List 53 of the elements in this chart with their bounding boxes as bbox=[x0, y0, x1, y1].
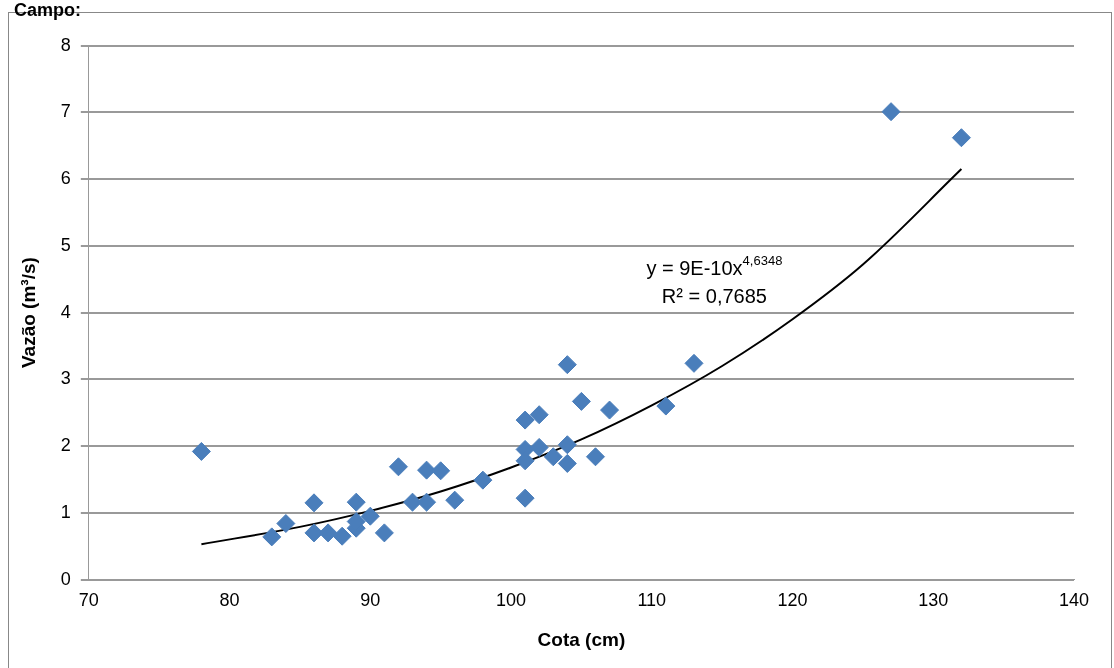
point bbox=[571, 391, 591, 411]
point bbox=[417, 460, 437, 480]
y-tick-label: 4 bbox=[60, 301, 71, 322]
point bbox=[388, 457, 408, 477]
point bbox=[600, 400, 620, 420]
point bbox=[529, 437, 549, 457]
chart-title: Campo: bbox=[14, 0, 81, 20]
point bbox=[557, 453, 577, 473]
y-tick-label: 8 bbox=[60, 34, 71, 55]
point bbox=[684, 353, 704, 373]
point bbox=[431, 461, 451, 481]
x-tick-label: 120 bbox=[777, 590, 808, 611]
point bbox=[304, 493, 324, 513]
y-tick-label: 6 bbox=[60, 168, 71, 189]
point bbox=[262, 527, 282, 547]
point bbox=[515, 488, 535, 508]
x-tick-label: 100 bbox=[496, 590, 527, 611]
point bbox=[304, 523, 324, 543]
point bbox=[881, 102, 901, 122]
x-tick-label: 110 bbox=[637, 590, 667, 611]
point bbox=[417, 492, 437, 512]
y-axis-title: Vazão (m³/s) bbox=[17, 257, 39, 369]
point bbox=[374, 523, 394, 543]
x-tick-label: 130 bbox=[918, 590, 949, 611]
point bbox=[276, 514, 296, 534]
point bbox=[951, 128, 971, 148]
point bbox=[473, 470, 493, 490]
x-axis-title: Cota (cm) bbox=[537, 628, 626, 650]
x-tick-label: 90 bbox=[360, 590, 381, 611]
x-tick-label: 70 bbox=[78, 590, 99, 611]
point bbox=[557, 435, 577, 455]
point bbox=[346, 492, 366, 512]
point bbox=[515, 410, 535, 430]
y-tick-label: 1 bbox=[60, 501, 71, 522]
y-tick-label: 5 bbox=[60, 234, 71, 255]
y-tick-label: 7 bbox=[60, 101, 71, 122]
point bbox=[543, 447, 563, 467]
x-tick-label: 140 bbox=[1058, 590, 1090, 611]
point bbox=[656, 396, 676, 416]
point bbox=[191, 441, 211, 461]
point bbox=[332, 526, 352, 546]
line-series bbox=[200, 168, 963, 546]
y-tick-label: 0 bbox=[60, 568, 71, 589]
point bbox=[318, 523, 338, 543]
point bbox=[557, 355, 577, 375]
y-tick-label: 3 bbox=[60, 368, 71, 389]
point bbox=[445, 490, 465, 510]
point bbox=[360, 506, 380, 526]
point bbox=[529, 405, 549, 425]
annotation: R² = 0,7685 bbox=[661, 285, 767, 308]
x-tick-label: 80 bbox=[219, 590, 240, 611]
y-tick-label: 2 bbox=[60, 435, 71, 456]
point bbox=[585, 447, 605, 467]
